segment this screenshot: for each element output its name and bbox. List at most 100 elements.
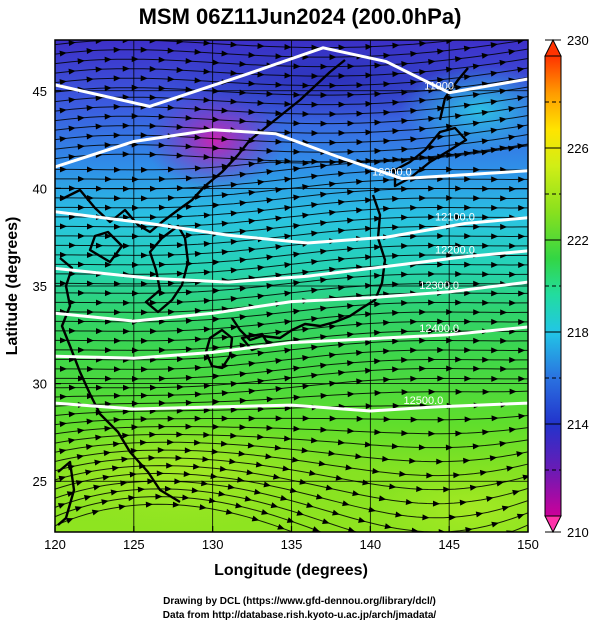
- wind-arrow: [446, 95, 454, 102]
- wind-arrow: [378, 495, 387, 502]
- wind-arrow: [352, 554, 360, 560]
- wind-arrow: [158, 85, 166, 92]
- wind-arrow: [230, 432, 238, 439]
- wind-arrow: [59, 79, 67, 86]
- wind-arrow: [167, 104, 175, 111]
- wind-arrow: [221, 192, 229, 199]
- wind-arrow: [176, 242, 184, 249]
- wind-arrow: [311, 372, 319, 379]
- wind-arrow: [509, 242, 517, 249]
- wind-arrow: [482, 299, 490, 306]
- wind-arrow: [401, 300, 409, 307]
- wind-arrow: [140, 392, 148, 399]
- wind-arrow: [509, 271, 517, 278]
- wind-arrow: [113, 132, 121, 139]
- wind-arrow: [382, 455, 390, 462]
- wind-arrow: [122, 384, 130, 391]
- wind-arrow: [230, 352, 238, 359]
- wind-arrow: [356, 207, 364, 214]
- wind-arrow: [77, 143, 85, 150]
- wind-arrow: [275, 272, 283, 279]
- wind-arrow: [327, 544, 335, 550]
- wind-arrow: [95, 40, 103, 44]
- wind-arrow: [86, 76, 94, 83]
- wind-arrow: [293, 308, 301, 315]
- wind-arrow: [365, 225, 373, 232]
- wind-arrow: [473, 166, 481, 173]
- wind-arrow: [522, 474, 528, 481]
- wind-arrow: [338, 170, 346, 177]
- wind-arrow: [401, 214, 409, 221]
- wind-arrow: [284, 347, 292, 354]
- wind-arrow: [275, 53, 283, 60]
- wind-arrow: [239, 200, 247, 207]
- coastline-shikoku: [240, 332, 270, 352]
- plot-area: 11900 12000.0 12100.0 12200.0 12300.0 12400.0…: [55, 40, 528, 560]
- wind-arrow: [239, 371, 247, 378]
- wind-arrow: [257, 264, 265, 271]
- wind-arrow: [410, 375, 418, 382]
- wind-arrow: [419, 223, 427, 230]
- height-contour-12300.0: [55, 280, 528, 323]
- wind-arrow: [211, 448, 219, 455]
- wind-arrow: [383, 205, 391, 212]
- grid-lines: [55, 40, 528, 532]
- wind-arrow: [320, 426, 328, 433]
- wind-arrow: [275, 159, 283, 166]
- wind-arrow: [201, 480, 209, 487]
- wind-arrow: [257, 293, 265, 300]
- wind-arrow: [293, 365, 301, 372]
- wind-arrow: [464, 347, 472, 354]
- wind-arrow: [508, 426, 517, 433]
- wind-arrow: [203, 269, 211, 276]
- wind-arrow: [337, 536, 345, 542]
- wind-arrow: [275, 415, 283, 422]
- wind-arrow: [446, 337, 454, 344]
- wind-arrow: [428, 543, 435, 549]
- wind-arrow: [184, 447, 192, 454]
- wind-arrow: [383, 416, 391, 423]
- wind-arrow: [122, 328, 130, 335]
- wind-arrow: [149, 242, 157, 249]
- wind-arrow: [59, 136, 67, 143]
- wind-arrow: [230, 70, 238, 77]
- wind-arrow: [501, 505, 510, 512]
- wind-arrow: [499, 59, 507, 66]
- streamline-10: [55, 124, 528, 144]
- wind-arrow: [347, 160, 355, 167]
- warm-region-southeast: [380, 470, 528, 532]
- wind-arrow: [491, 375, 499, 382]
- wind-arrow: [329, 209, 337, 216]
- y-tick-label-25: 25: [33, 474, 47, 489]
- colorbar: 210 214 218 222 226 230: [544, 33, 589, 540]
- wind-arrow: [266, 368, 274, 375]
- wind-arrow: [293, 279, 301, 286]
- wind-arrow: [338, 369, 346, 376]
- wind-arrow: [419, 69, 427, 76]
- wind-arrow: [365, 311, 373, 318]
- wind-arrow: [401, 389, 409, 396]
- wind-arrow: [482, 242, 490, 249]
- coastline-hokkaido: [393, 126, 468, 188]
- wind-arrow: [347, 391, 355, 398]
- wind-arrow: [104, 204, 112, 211]
- wind-arrow: [219, 465, 228, 472]
- wind-arrow: [266, 147, 274, 154]
- wind-arrow: [203, 431, 211, 438]
- streamline-37: [55, 377, 528, 398]
- wind-arrow: [347, 63, 355, 70]
- wind-arrow: [94, 459, 102, 466]
- wind-arrow: [437, 375, 445, 382]
- wind-arrow: [464, 176, 472, 183]
- credit-drawing: Drawing by DCL (https://www.gfd-dennou.o…: [163, 596, 436, 607]
- wind-arrow: [296, 509, 305, 516]
- x-tick-label-125: 125: [123, 537, 145, 552]
- wind-arrow: [248, 360, 256, 367]
- wind-arrow: [428, 388, 436, 395]
- wind-arrow: [384, 523, 392, 530]
- wind-arrow: [312, 526, 320, 532]
- wind-arrow: [149, 328, 157, 335]
- wind-arrow: [329, 82, 337, 89]
- wind-arrow: [257, 350, 265, 357]
- coastline-sakhalin: [438, 67, 469, 121]
